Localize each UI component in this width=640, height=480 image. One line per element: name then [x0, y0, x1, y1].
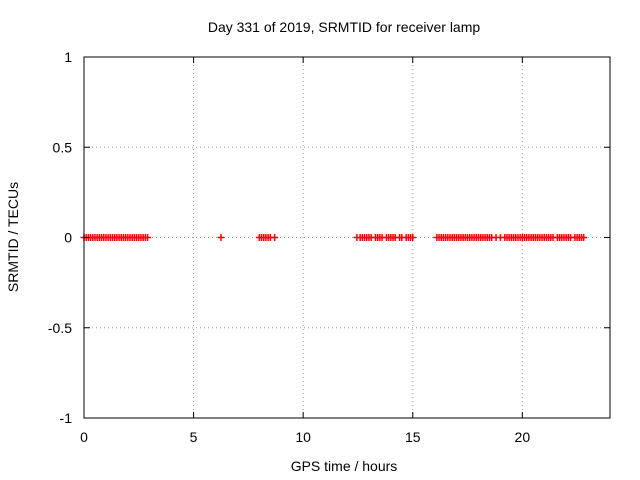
y-tick-label: 0.5 — [53, 139, 73, 155]
chart-title: Day 331 of 2019, SRMTID for receiver lam… — [208, 19, 481, 35]
x-tick-label: 15 — [405, 429, 421, 445]
y-tick-label: -1 — [60, 410, 73, 426]
data-point — [217, 234, 225, 241]
axis-tick-labels: 0 5 10 15 20 -1 -0.5 0 0.5 1 — [48, 49, 530, 445]
x-tick-label: 0 — [80, 429, 88, 445]
y-tick-label: 0 — [64, 230, 72, 246]
data-point — [144, 234, 152, 241]
data-point — [409, 234, 417, 241]
x-axis-label: GPS time / hours — [291, 458, 398, 474]
y-tick-label: 1 — [64, 49, 72, 65]
axis-ticks — [83, 56, 610, 419]
y-tick-label: -0.5 — [48, 320, 72, 336]
data-markers — [80, 234, 588, 241]
y-axis-label: SRMTID / TECUs — [5, 182, 21, 292]
x-tick-label: 20 — [515, 429, 531, 445]
x-tick-label: 10 — [295, 429, 311, 445]
data-point — [271, 234, 279, 241]
x-tick-label: 5 — [190, 429, 198, 445]
data-point — [580, 234, 588, 241]
